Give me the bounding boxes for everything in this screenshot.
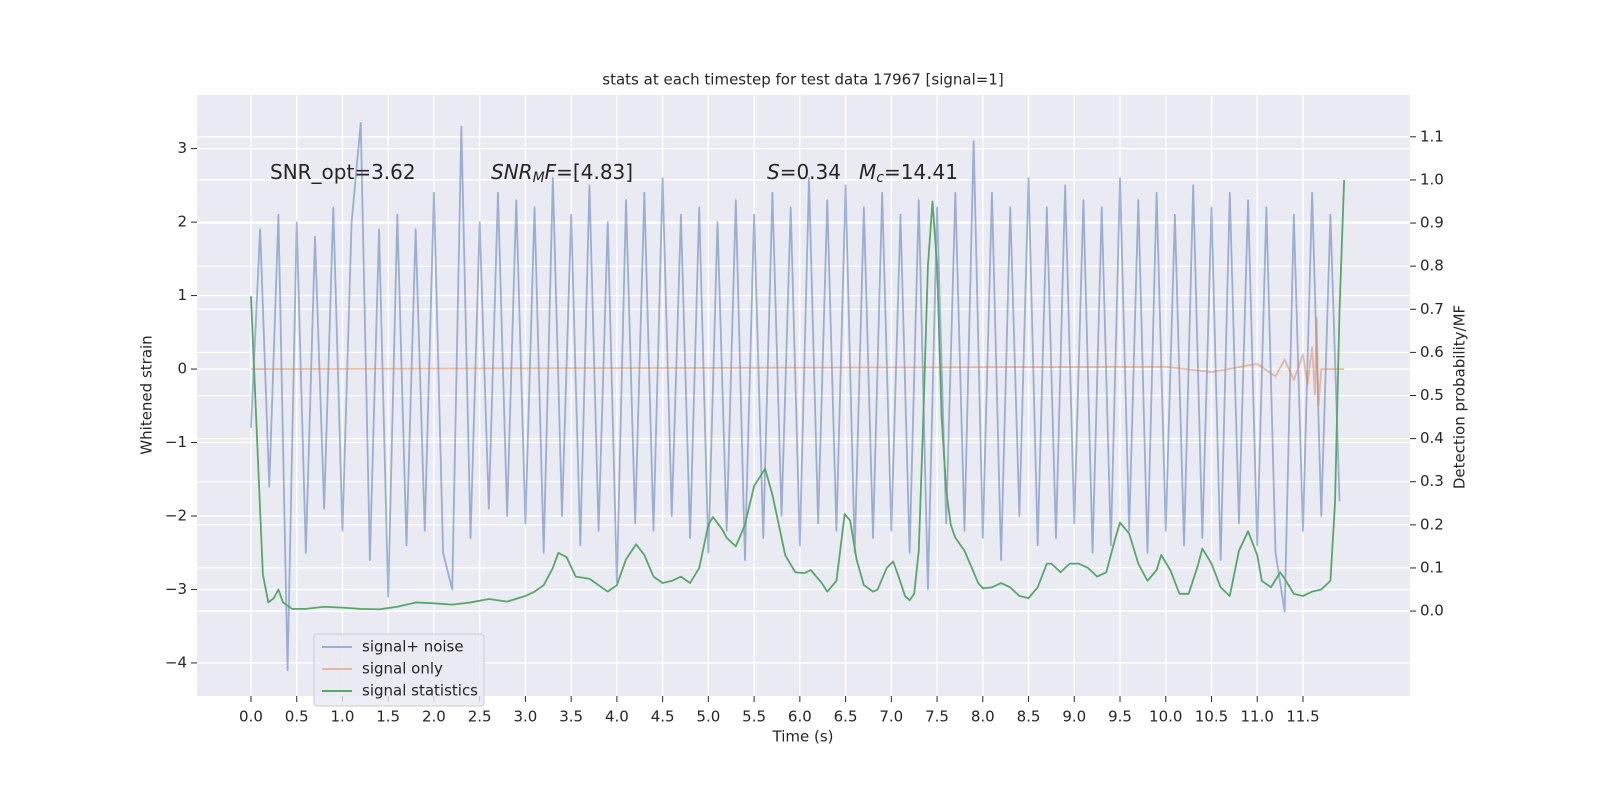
x-tick-label: 4.0: [605, 708, 629, 726]
x-tick-label: 4.5: [651, 708, 675, 726]
y2-tick-label: 0.9: [1420, 214, 1444, 232]
y2-tick-label: 0.5: [1420, 386, 1444, 404]
x-tick-label: 10.5: [1195, 708, 1228, 726]
series-line: [250, 122, 1341, 672]
y2-tick-label: 0.6: [1420, 343, 1444, 361]
x-tick-label: 2.0: [422, 708, 446, 726]
grid: [197, 95, 1410, 696]
x-tick-label: 3.5: [559, 708, 583, 726]
x-tick-label: 5.0: [696, 708, 720, 726]
legend-label: signal statistics: [362, 682, 478, 700]
annotation-part: c: [876, 170, 884, 186]
y2-tick-label: 0.0: [1420, 602, 1444, 620]
x-tick-label: 7.0: [879, 708, 903, 726]
x-tick-label: 9.5: [1108, 708, 1132, 726]
y-tick-label: −4: [165, 653, 187, 671]
x-tick-label: 3.0: [513, 708, 537, 726]
annotation-part: =[4.83]: [556, 160, 633, 184]
y-tick-label: −3: [165, 580, 187, 598]
annotation-part: S: [767, 160, 780, 184]
x-tick-label: 10.0: [1149, 708, 1182, 726]
y-tick-label: 3: [177, 139, 187, 157]
x-tick-label: 0.0: [239, 708, 263, 726]
x-tick-label: 1.5: [376, 708, 400, 726]
y2-tick-label: 1.1: [1420, 127, 1444, 145]
y-tick-label: 0: [177, 360, 187, 378]
annotation-part: SNR: [491, 160, 533, 184]
y-axis-label: Whitened strain: [138, 335, 156, 454]
x-tick-label: 0.5: [285, 708, 309, 726]
x-tick-label: 8.0: [971, 708, 995, 726]
annotation-part: F: [545, 160, 557, 184]
annotation-part: =14.41: [884, 160, 958, 184]
annotation: S=0.34: [767, 160, 841, 184]
y2-tick-label: 0.2: [1420, 515, 1444, 533]
y2-tick-label: 0.8: [1420, 257, 1444, 275]
x-tick-label: 1.0: [331, 708, 355, 726]
x-tick-label: 8.5: [1017, 708, 1041, 726]
x-tick-label: 11.0: [1241, 708, 1274, 726]
annotation-part: SNR_opt=3.62: [270, 160, 416, 184]
annotation-part: =0.34: [780, 160, 841, 184]
x-tick-label: 5.5: [742, 708, 766, 726]
x-axis-label: Time (s): [772, 728, 834, 746]
annotation: SNR_opt=3.62: [270, 160, 416, 184]
annotation: SNRMF=[4.83]: [491, 160, 633, 187]
y2-axis-label: Detection probability/MF: [1451, 305, 1469, 489]
x-tick-label: 6.0: [788, 708, 812, 726]
legend-label: signal+ noise: [362, 638, 464, 656]
annotation: Mc=14.41: [859, 160, 958, 187]
series-line: [250, 316, 1345, 407]
y2-tick-label: 0.7: [1420, 300, 1444, 318]
y-tick-label: 1: [177, 286, 187, 304]
legend-box: [313, 633, 485, 707]
annotation-part: M: [859, 160, 876, 184]
y-tick-label: 2: [177, 213, 187, 231]
x-tick-label: 7.5: [925, 708, 949, 726]
y2-tick-label: 0.3: [1420, 472, 1444, 490]
legend-label: signal only: [362, 660, 443, 678]
y2-tick-label: 0.4: [1420, 429, 1444, 447]
marks: [250, 122, 1346, 672]
y-tick-label: −2: [165, 506, 187, 524]
x-tick-label: 2.5: [468, 708, 492, 726]
y2-tick-label: 1.0: [1420, 170, 1444, 188]
labels: 0.0 0.5 1.0 1.5 2.0 2.5 3.0 3.5 4.0 4.5 5.0 5.5 6.0 6…: [165, 127, 1444, 725]
y2-tick-label: 0.1: [1420, 558, 1444, 576]
series-line: [250, 179, 1346, 611]
x-tick-label: 11.5: [1286, 708, 1319, 726]
chart-title: stats at each timestep for test data 179…: [602, 71, 1003, 89]
y-tick-label: −1: [165, 433, 187, 451]
annotation-part: M: [533, 170, 545, 186]
x-tick-label: 9.0: [1062, 708, 1086, 726]
x-tick-label: 6.5: [834, 708, 858, 726]
